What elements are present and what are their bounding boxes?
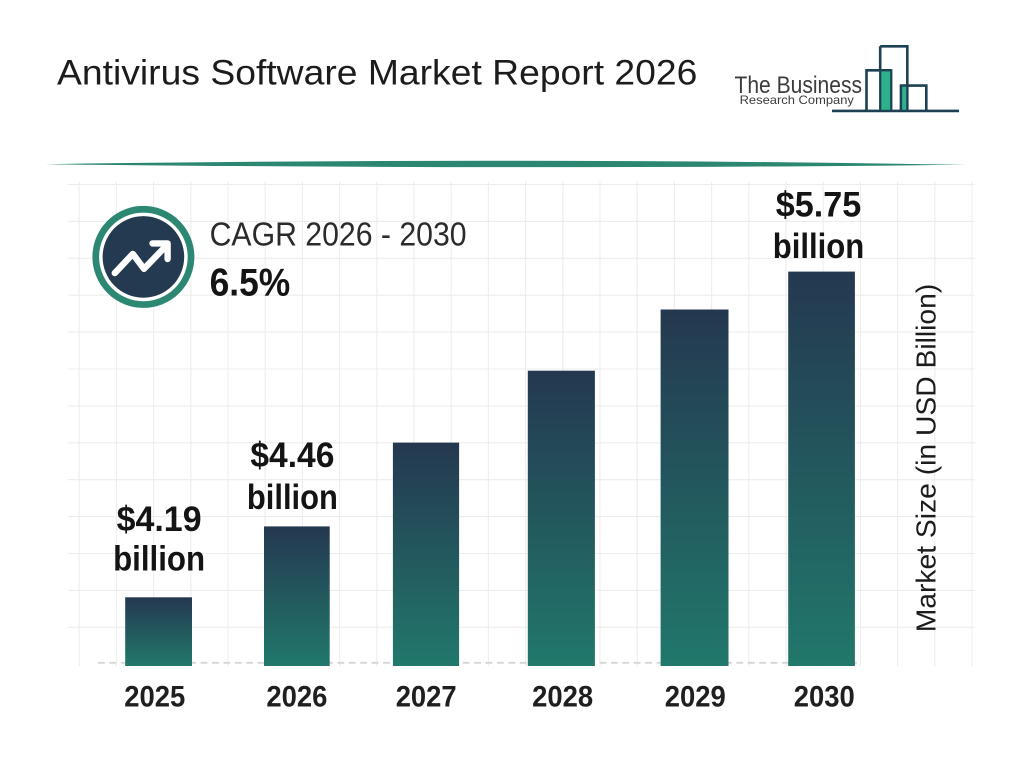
svg-text:Antivirus Software Market Repo: Antivirus Software Market Report 2026 <box>57 53 697 93</box>
svg-text:2030: 2030 <box>794 681 855 714</box>
svg-text:$5.75: $5.75 <box>776 186 862 225</box>
svg-text:The Business: The Business <box>735 72 863 99</box>
svg-text:billion: billion <box>773 227 865 266</box>
svg-text:CAGR 2026 - 2030: CAGR 2026 - 2030 <box>210 217 467 254</box>
svg-text:2028: 2028 <box>532 681 593 714</box>
svg-text:2029: 2029 <box>665 681 726 714</box>
svg-text:2025: 2025 <box>124 681 185 714</box>
svg-text:2026: 2026 <box>266 681 327 714</box>
svg-text:billion: billion <box>113 540 205 579</box>
svg-text:Market Size (in USD Billion): Market Size (in USD Billion) <box>911 284 942 633</box>
svg-text:6.5%: 6.5% <box>210 261 291 304</box>
svg-text:2027: 2027 <box>396 681 457 714</box>
svg-text:$4.19: $4.19 <box>117 500 202 539</box>
svg-text:Research Company: Research Company <box>740 93 854 107</box>
svg-text:billion: billion <box>247 478 338 517</box>
svg-text:$4.46: $4.46 <box>250 436 334 475</box>
